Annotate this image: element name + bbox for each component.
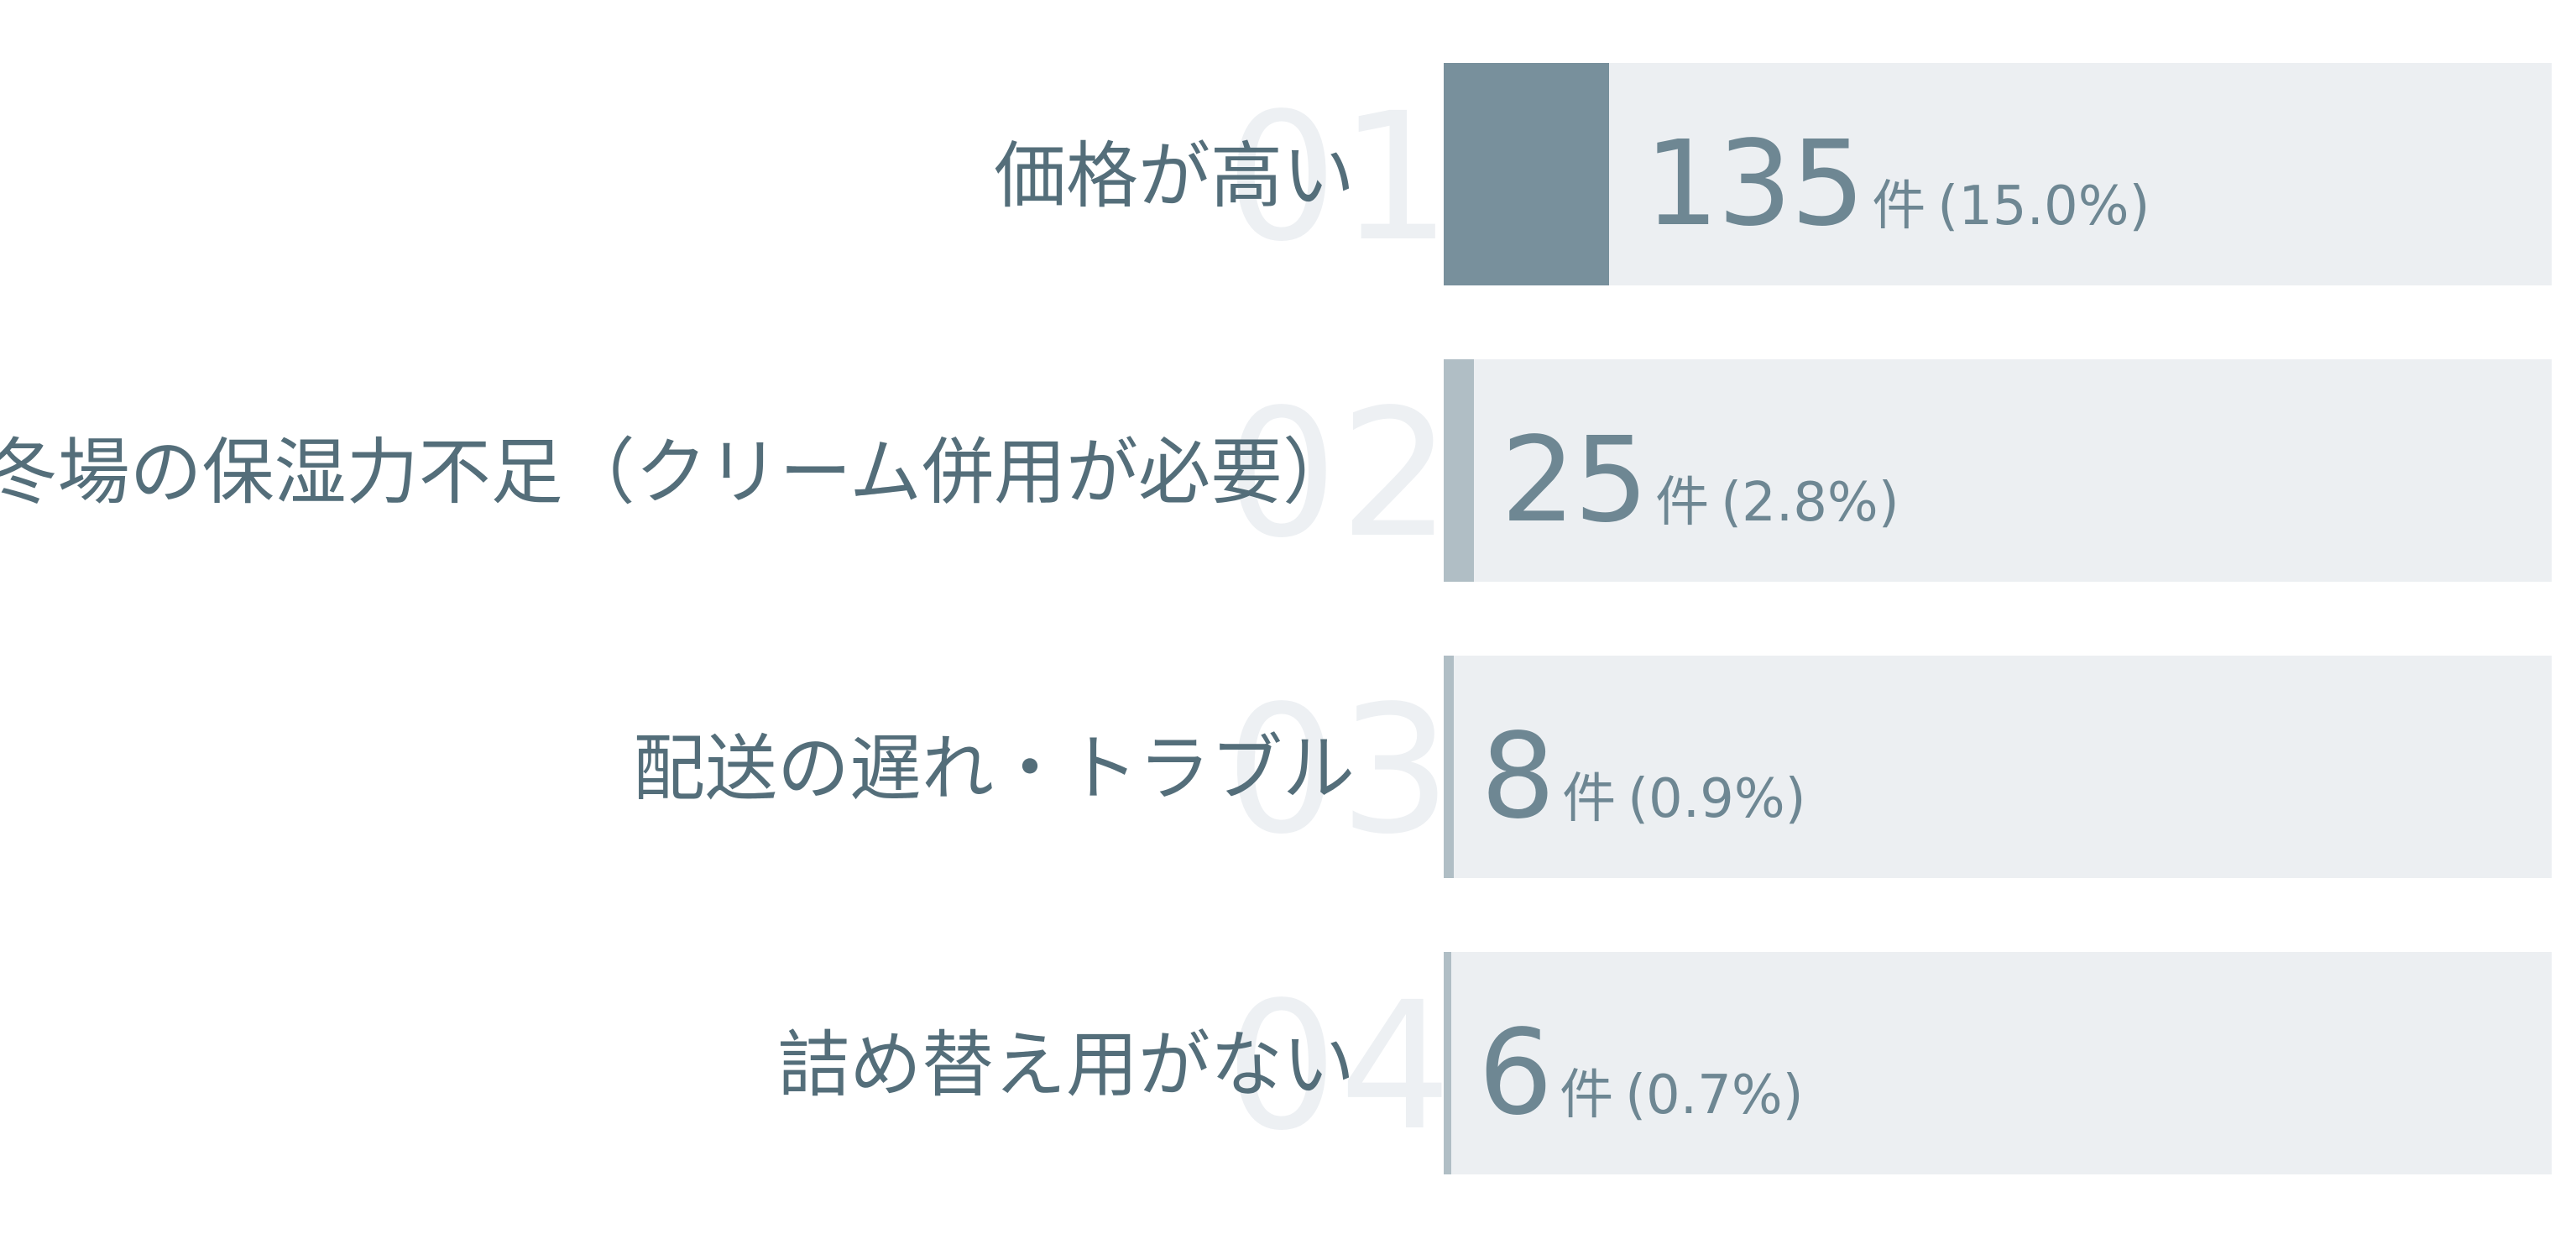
bar-label: 冬場の保湿力不足（クリーム併用が必要） (0, 431, 1355, 515)
bar-value: 135 件 (15.0%) (1644, 122, 2150, 248)
rank-number: 04 (1225, 964, 1454, 1169)
bar-row-3: 03 配送の遅れ・トラブル 8 件 (0.9%) (0, 656, 2576, 882)
bar-percent: (2.8%) (1721, 472, 1899, 534)
bar-fill (1444, 656, 1454, 878)
bar-unit: 件 (1655, 472, 1710, 534)
bar-track: 25 件 (2.8%) (1444, 359, 2552, 582)
bar-percent: (15.0%) (1937, 175, 2150, 238)
bar-count: 8 (1481, 709, 1555, 845)
bar-row-1: 01 価格が高い 135 件 (15.0%) (0, 63, 2576, 290)
bar-percent: (0.7%) (1625, 1064, 1804, 1127)
bar-value: 6 件 (0.7%) (1478, 1011, 1804, 1137)
bar-fill (1444, 359, 1474, 582)
bar-value: 8 件 (0.9%) (1481, 714, 1806, 840)
bar-percent: (0.9%) (1628, 768, 1806, 830)
bar-unit: 件 (1562, 768, 1617, 830)
bar-fill (1444, 952, 1451, 1174)
bar-track: 8 件 (0.9%) (1444, 656, 2552, 878)
bar-count: 135 (1644, 116, 1865, 253)
bar-track: 6 件 (0.7%) (1444, 952, 2552, 1174)
bar-unit: 件 (1872, 175, 1926, 238)
bar-row-4: 04 詰め替え用がない 6 件 (0.7%) (0, 952, 2576, 1179)
bar-count: 6 (1478, 1005, 1553, 1142)
bar-fill (1444, 63, 1609, 285)
bar-label: 配送の遅れ・トラブル (633, 727, 1355, 811)
bar-label: 詰め替え用がない (777, 1023, 1355, 1107)
rank-number: 01 (1225, 75, 1454, 280)
bar-track: 135 件 (15.0%) (1444, 63, 2552, 285)
rank-number: 03 (1225, 667, 1454, 873)
bar-unit: 件 (1560, 1064, 1614, 1127)
bar-count: 25 (1501, 412, 1649, 549)
bar-value: 25 件 (2.8%) (1501, 418, 1899, 544)
bar-row-2: 02 冬場の保湿力不足（クリーム併用が必要） 25 件 (2.8%) (0, 359, 2576, 586)
bar-label: 価格が高い (994, 134, 1355, 218)
rank-number: 02 (1225, 371, 1454, 577)
